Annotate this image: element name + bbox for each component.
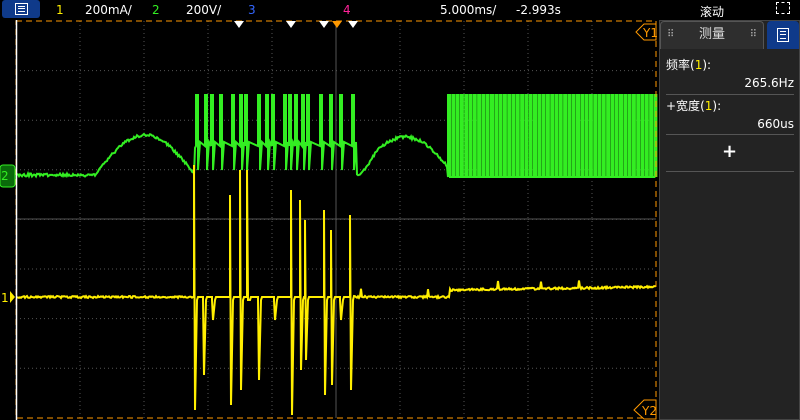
trigger-markers xyxy=(234,21,358,28)
measurement-label: 频率 xyxy=(666,58,690,72)
frequency-value: 265.6Hz xyxy=(666,76,794,90)
menu-icon xyxy=(777,28,789,42)
panel-title: 测量 xyxy=(699,27,725,42)
measurement-panel: ⠿ 测量 ⠿ 频率(1): 265.6Hz +宽度(1): 660us + xyxy=(659,20,800,420)
measurement-frequency[interactable]: 频率(1): xyxy=(666,56,794,73)
roll-mode[interactable]: 滚动 xyxy=(700,3,724,20)
pos-width-value: 660us xyxy=(666,117,794,131)
measurement-source: 1 xyxy=(705,99,713,113)
svg-text:1: 1 xyxy=(1,291,9,305)
measurement-source: 1 xyxy=(695,58,703,72)
svg-text:2: 2 xyxy=(1,169,9,183)
ch1-scale[interactable]: 200mA/ xyxy=(85,3,132,17)
menu-icon xyxy=(15,3,28,15)
ch2-ground-marker[interactable]: 2 xyxy=(0,165,15,187)
y2-cursor-label[interactable]: Y2 xyxy=(634,400,657,419)
timebase[interactable]: 5.000ms/ xyxy=(440,3,496,17)
grid xyxy=(16,21,656,418)
tab-measure[interactable]: ⠿ 测量 ⠿ xyxy=(660,21,764,49)
ch2-scale[interactable]: 200V/ xyxy=(186,3,221,17)
add-measurement-button[interactable]: + xyxy=(660,141,799,162)
measurement-label: +宽度 xyxy=(666,99,700,113)
status-bar: 1 200mA/ 2 200V/ 3 4 5.000ms/ -2.993s 滚动 xyxy=(0,0,800,20)
trigger-marker xyxy=(319,21,329,28)
waveform-display[interactable]: Y1 Y2 2 1 xyxy=(0,20,658,420)
ch2-number[interactable]: 2 xyxy=(152,3,160,17)
trigger-marker xyxy=(348,21,358,28)
ch4-number[interactable]: 4 xyxy=(343,3,351,17)
panel-menu-button[interactable] xyxy=(767,21,799,49)
ch3-number[interactable]: 3 xyxy=(248,3,256,17)
ch1-number[interactable]: 1 xyxy=(56,3,64,17)
main-menu-button[interactable] xyxy=(2,0,40,18)
ch1-ground-marker[interactable]: 1 xyxy=(1,291,15,305)
svg-text:Y1: Y1 xyxy=(642,26,658,40)
trigger-delay[interactable]: -2.993s xyxy=(516,3,561,17)
svg-text:Y2: Y2 xyxy=(641,404,657,418)
y1-cursor-label[interactable]: Y1 xyxy=(636,24,658,40)
measurement-pos-width[interactable]: +宽度(1): xyxy=(666,97,794,114)
zoom-select-icon[interactable] xyxy=(776,2,790,14)
trigger-marker xyxy=(332,21,342,28)
trigger-marker xyxy=(286,21,296,28)
trigger-marker xyxy=(234,21,244,28)
